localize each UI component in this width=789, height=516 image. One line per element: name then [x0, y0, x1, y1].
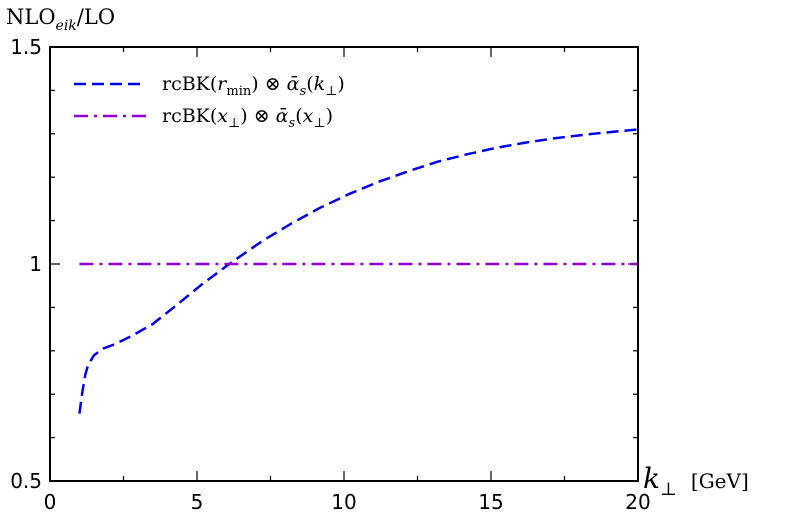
legend: rcBK(rmin) ⊗ ᾱs(k⊥) rcBK(x⊥) ⊗ ᾱs(x⊥): [74, 73, 345, 131]
legend-2-j: ): [326, 105, 333, 127]
legend-label-series-2: rcBK(x⊥) ⊗ ᾱs(x⊥): [162, 105, 333, 131]
x-axis-label-unit: [GeV]: [691, 469, 749, 493]
legend-1-a: rcBK(: [162, 73, 217, 95]
plot-frame: [49, 46, 639, 482]
legend-2-c: ⊥: [228, 116, 240, 131]
x-axis-label-main: k: [643, 462, 660, 495]
y-axis-label-sub: eik: [56, 18, 77, 34]
x-tick-label: 10: [331, 490, 356, 514]
x-axis-label: k⊥ [GeV]: [643, 462, 749, 500]
legend-1-d: ) ⊗: [251, 73, 286, 95]
legend-2-d: ) ⊗: [240, 105, 275, 127]
x-tick-label: 0: [44, 490, 57, 514]
legend-2-a: rcBK(: [162, 105, 217, 127]
legend-2-i: ⊥: [313, 116, 325, 131]
legend-2-b: x: [217, 105, 228, 127]
x-axis-label-sub: ⊥: [660, 479, 677, 500]
legend-2-g: (: [295, 105, 302, 127]
legend-1-b: r: [217, 73, 228, 95]
axis-tick-labels: 0 5 10 15 20 0.5 1 1.5: [10, 35, 651, 514]
legend-1-j: ): [337, 73, 344, 95]
legend-1-i: ⊥: [325, 84, 337, 99]
legend-label-series-1: rcBK(rmin) ⊗ ᾱs(k⊥): [162, 73, 345, 99]
y-axis-label-base: NLO: [6, 5, 56, 29]
y-axis-label-rest: /LO: [77, 5, 115, 29]
y-tick-label: 0.5: [10, 469, 42, 493]
x-tick-label: 5: [191, 490, 204, 514]
legend-1-c: min: [226, 84, 251, 99]
legend-1-f: s: [300, 84, 307, 99]
legend-1-h: k: [314, 73, 326, 95]
series-lines: [78, 128, 639, 414]
legend-1-g: (: [306, 73, 313, 95]
legend-2-h: x: [303, 105, 314, 127]
legend-1-e: ᾱ: [287, 73, 300, 95]
y-axis-label: NLOeik/LO: [6, 5, 115, 34]
legend-2-e: ᾱ: [276, 105, 289, 127]
x-tick-label: 20: [625, 490, 650, 514]
legend-2-f: s: [289, 116, 296, 131]
x-tick-label: 15: [478, 490, 503, 514]
series-line-1: [78, 128, 639, 414]
y-tick-label: 1: [29, 252, 42, 276]
y-tick-label: 1.5: [10, 35, 42, 59]
